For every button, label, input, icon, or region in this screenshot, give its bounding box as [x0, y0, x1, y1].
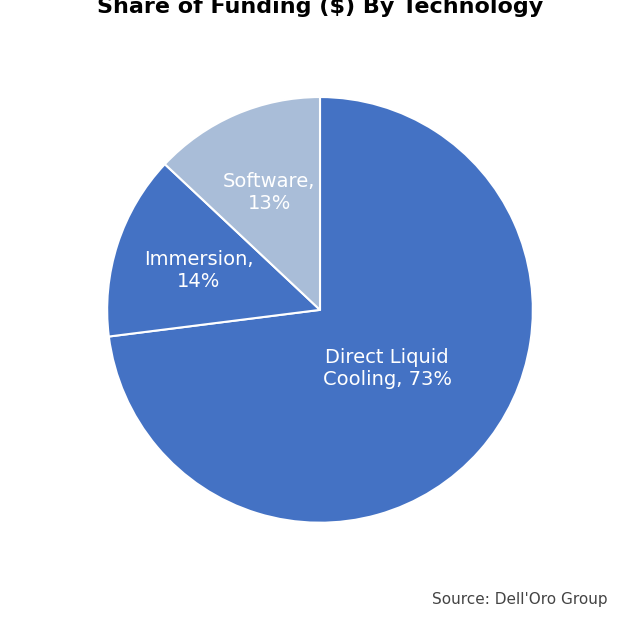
- Text: Immersion,
14%: Immersion, 14%: [144, 250, 253, 291]
- Wedge shape: [109, 97, 533, 523]
- Wedge shape: [107, 164, 320, 337]
- Title: Share of Funding ($) By Technology: Share of Funding ($) By Technology: [97, 0, 543, 18]
- Wedge shape: [165, 97, 320, 310]
- Text: Software,
13%: Software, 13%: [223, 172, 316, 213]
- Text: Source: Dell'Oro Group: Source: Dell'Oro Group: [433, 592, 608, 607]
- Text: Direct Liquid
Cooling, 73%: Direct Liquid Cooling, 73%: [323, 349, 452, 389]
